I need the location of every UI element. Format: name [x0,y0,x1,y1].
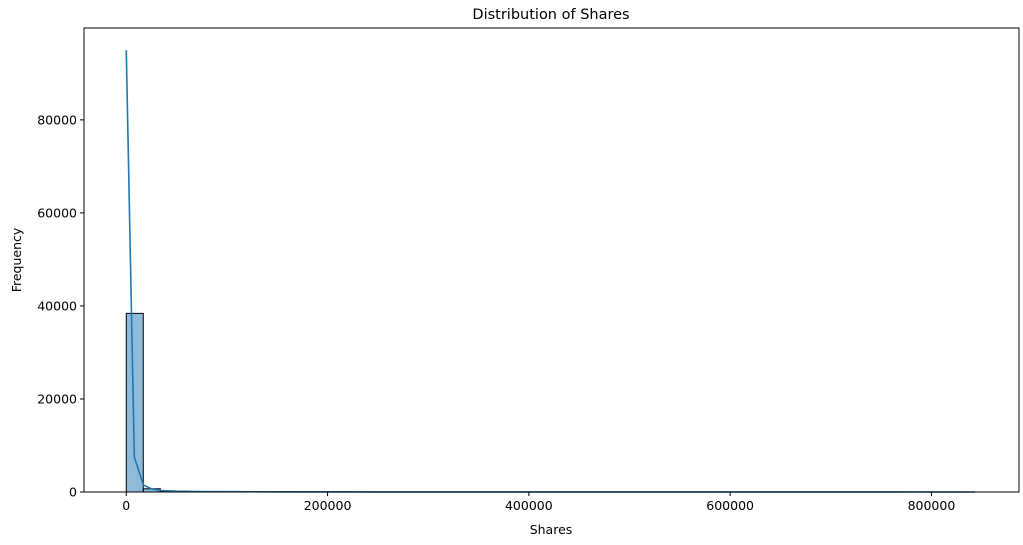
y-tick-label: 40000 [37,298,77,313]
x-axis-ticks: 0 200000 400000 600000 800000 [122,492,955,513]
histogram-bar [125,312,144,493]
y-tick-label: 80000 [37,112,77,127]
kde-line [125,50,976,493]
x-axis-label: Shares [530,522,573,537]
kde-curve [125,50,976,493]
plot-frame [83,27,1020,493]
y-axis-label: Frequency [9,227,24,292]
histogram-bars [125,312,978,493]
y-tick-label: 0 [69,485,77,500]
chart-title: Distribution of Shares [472,7,629,23]
x-tick-label: 600000 [706,498,754,513]
y-tick-label: 60000 [37,205,77,220]
y-axis-ticks: 0 20000 40000 60000 80000 [37,112,84,500]
x-tick-label: 200000 [304,498,352,513]
y-tick-label: 20000 [37,391,77,406]
x-tick-label: 800000 [908,498,956,513]
x-tick-label: 400000 [505,498,553,513]
x-tick-label: 0 [122,498,130,513]
